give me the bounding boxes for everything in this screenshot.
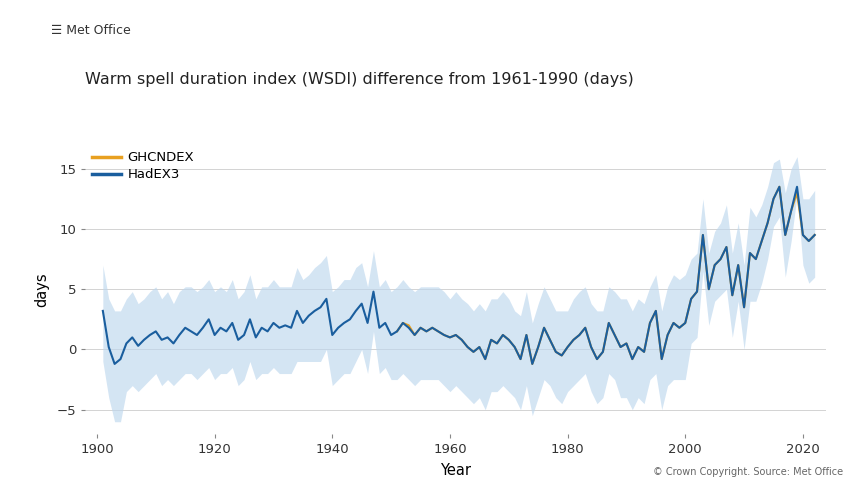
GHCNDEX xyxy=(680,320,690,326)
HadEX3 xyxy=(763,220,773,226)
HadEX3 xyxy=(809,232,820,238)
GHCNDEX xyxy=(451,332,461,338)
GHCNDEX xyxy=(539,325,550,331)
GHCNDEX xyxy=(809,232,820,238)
Text: Warm spell duration index (WSDI) difference from 1961-1990 (days): Warm spell duration index (WSDI) differe… xyxy=(85,72,634,87)
HadEX3 xyxy=(98,308,108,314)
HadEX3 xyxy=(556,353,567,359)
HadEX3 xyxy=(333,325,343,331)
HadEX3 xyxy=(797,232,808,238)
GHCNDEX xyxy=(786,208,797,214)
Legend: GHCNDEX, HadEX3: GHCNDEX, HadEX3 xyxy=(92,151,194,181)
HadEX3 xyxy=(492,340,502,346)
HadEX3 xyxy=(268,320,279,326)
HadEX3 xyxy=(110,361,120,367)
HadEX3 xyxy=(774,184,785,190)
Line: GHCNDEX: GHCNDEX xyxy=(397,187,815,364)
GHCNDEX xyxy=(663,332,673,338)
GHCNDEX xyxy=(527,361,538,367)
GHCNDEX xyxy=(392,329,402,335)
Y-axis label: days: days xyxy=(35,272,49,307)
GHCNDEX xyxy=(633,344,643,350)
GHCNDEX xyxy=(774,184,785,190)
Line: HadEX3: HadEX3 xyxy=(103,187,815,364)
Text: ☰ Met Office: ☰ Met Office xyxy=(51,24,131,37)
Text: © Crown Copyright. Source: Met Office: © Crown Copyright. Source: Met Office xyxy=(653,467,843,477)
X-axis label: Year: Year xyxy=(440,463,471,478)
